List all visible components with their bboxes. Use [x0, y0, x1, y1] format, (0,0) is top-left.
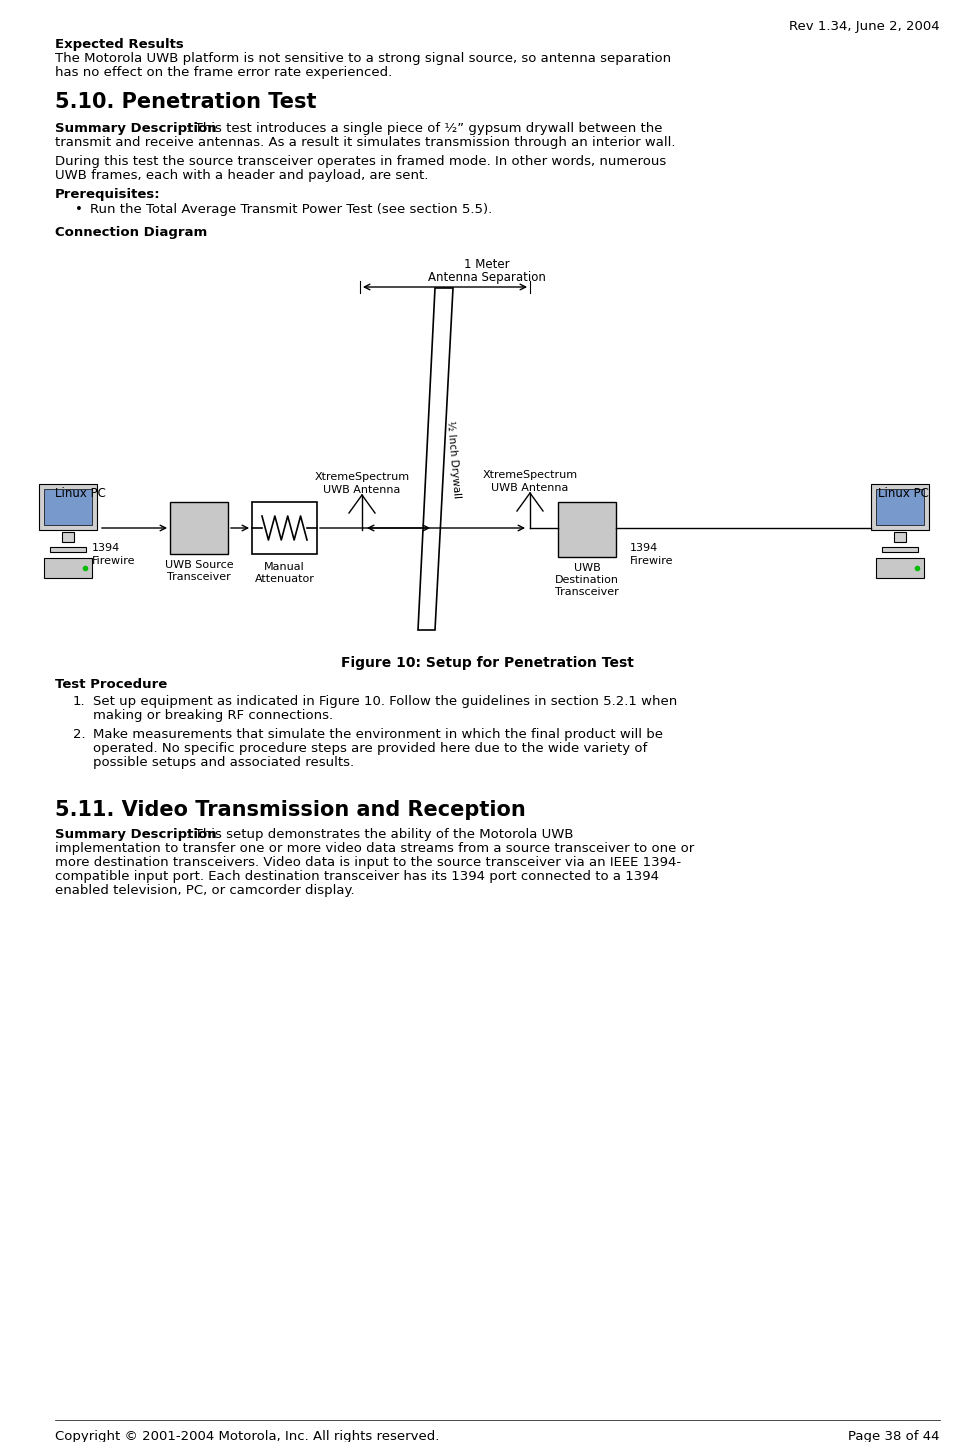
Text: Transceiver: Transceiver [168, 572, 231, 583]
Text: Summary Description: Summary Description [55, 828, 216, 841]
Text: making or breaking RF connections.: making or breaking RF connections. [93, 709, 333, 722]
Text: Test Procedure: Test Procedure [55, 678, 168, 691]
Bar [44, 558, 92, 578]
Text: Firewire: Firewire [92, 557, 135, 567]
Text: : This test introduces a single piece of ½” gypsum drywall between the: : This test introduces a single piece of… [186, 123, 662, 136]
Bar [876, 489, 924, 525]
Text: During this test the source transceiver operates in framed mode. In other words,: During this test the source transceiver … [55, 154, 666, 169]
Text: UWB Antenna: UWB Antenna [491, 483, 569, 493]
Text: Manual: Manual [264, 562, 305, 572]
Text: operated. No specific procedure steps are provided here due to the wide variety : operated. No specific procedure steps ar… [93, 743, 648, 756]
Text: Attenuator: Attenuator [254, 574, 315, 584]
Text: 5.11. Video Transmission and Reception: 5.11. Video Transmission and Reception [55, 800, 526, 820]
Bar [894, 532, 906, 542]
Text: 1 Meter: 1 Meter [465, 258, 509, 271]
Text: Figure 10: Setup for Penetration Test: Figure 10: Setup for Penetration Test [341, 656, 633, 671]
Bar [882, 547, 918, 552]
Bar [62, 532, 74, 542]
Text: Run the Total Average Transmit Power Test (see section 5.5).: Run the Total Average Transmit Power Tes… [90, 203, 492, 216]
Text: Summary Description: Summary Description [55, 123, 216, 136]
Text: Prerequisites:: Prerequisites: [55, 187, 161, 200]
Text: enabled television, PC, or camcorder display.: enabled television, PC, or camcorder dis… [55, 884, 355, 897]
Bar [170, 502, 228, 554]
Bar [558, 502, 616, 557]
Text: compatible input port. Each destination transceiver has its 1394 port connected : compatible input port. Each destination … [55, 870, 659, 883]
Text: Linux PC: Linux PC [55, 487, 106, 500]
Text: UWB frames, each with a header and payload, are sent.: UWB frames, each with a header and paylo… [55, 169, 429, 182]
Text: Page 38 of 44: Page 38 of 44 [848, 1430, 940, 1442]
Text: possible setups and associated results.: possible setups and associated results. [93, 756, 355, 769]
Bar [50, 547, 86, 552]
Text: 5.10. Penetration Test: 5.10. Penetration Test [55, 92, 317, 112]
Text: Rev 1.34, June 2, 2004: Rev 1.34, June 2, 2004 [789, 20, 940, 33]
Text: Antenna Separation: Antenna Separation [428, 271, 546, 284]
Bar [252, 502, 317, 554]
Text: Copyright © 2001-2004 Motorola, Inc. All rights reserved.: Copyright © 2001-2004 Motorola, Inc. All… [55, 1430, 439, 1442]
Polygon shape [418, 288, 453, 630]
Text: Set up equipment as indicated in Figure 10. Follow the guidelines in section 5.2: Set up equipment as indicated in Figure … [93, 695, 677, 708]
Text: implementation to transfer one or more video data streams from a source transcei: implementation to transfer one or more v… [55, 842, 694, 855]
Text: •: • [75, 203, 83, 216]
Text: The Motorola UWB platform is not sensitive to a strong signal source, so antenna: The Motorola UWB platform is not sensiti… [55, 52, 671, 65]
Text: 1394: 1394 [630, 544, 658, 552]
Text: ½ Inch Drywall: ½ Inch Drywall [444, 420, 462, 499]
Text: UWB: UWB [574, 562, 600, 572]
Text: transmit and receive antennas. As a result it simulates transmission through an : transmit and receive antennas. As a resu… [55, 136, 676, 149]
Text: 1.: 1. [73, 695, 86, 708]
Bar [44, 489, 92, 525]
Text: Transceiver: Transceiver [555, 587, 618, 597]
Text: Make measurements that simulate the environment in which the final product will : Make measurements that simulate the envi… [93, 728, 663, 741]
Bar [876, 558, 924, 578]
Text: : This setup demonstrates the ability of the Motorola UWB: : This setup demonstrates the ability of… [186, 828, 574, 841]
Text: 2.: 2. [73, 728, 86, 741]
Bar [871, 485, 929, 531]
Text: UWB Antenna: UWB Antenna [323, 485, 400, 495]
Text: 1394: 1394 [92, 544, 120, 552]
Text: Connection Diagram: Connection Diagram [55, 226, 207, 239]
Text: XtremeSpectrum: XtremeSpectrum [315, 472, 409, 482]
Text: has no effect on the frame error rate experienced.: has no effect on the frame error rate ex… [55, 66, 393, 79]
Text: Linux PC: Linux PC [878, 487, 929, 500]
Text: UWB Source: UWB Source [165, 559, 234, 570]
Bar [39, 485, 97, 531]
Text: Firewire: Firewire [630, 557, 673, 567]
Text: XtremeSpectrum: XtremeSpectrum [482, 470, 578, 480]
Text: Expected Results: Expected Results [55, 37, 184, 50]
Text: Destination: Destination [555, 575, 619, 585]
Text: more destination transceivers. Video data is input to the source transceiver via: more destination transceivers. Video dat… [55, 857, 681, 870]
